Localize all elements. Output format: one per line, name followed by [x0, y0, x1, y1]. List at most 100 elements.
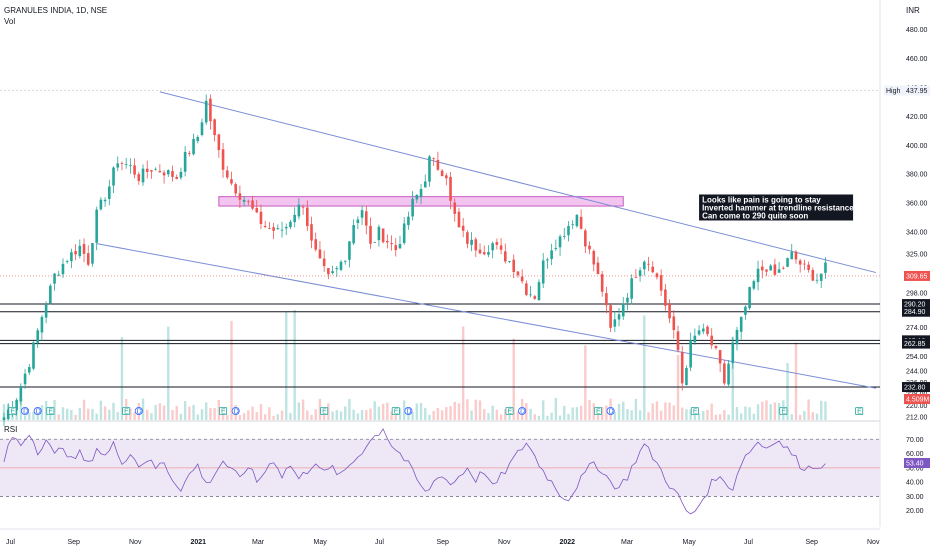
- candle-body: [310, 224, 313, 241]
- candle-body: [166, 170, 170, 175]
- volume-bar: [40, 405, 44, 420]
- candle-body: [676, 331, 680, 351]
- event-label: E: [508, 408, 513, 415]
- volume-bar: [668, 402, 671, 420]
- volume-bar: [756, 404, 760, 420]
- y-tick-label: 274.00: [906, 325, 928, 332]
- volume-bar: [718, 414, 722, 420]
- candle-body: [474, 239, 478, 251]
- candle-body: [171, 171, 174, 177]
- earnings-marker[interactable]: [855, 406, 864, 415]
- candle-body: [145, 168, 149, 172]
- candle-body: [327, 268, 330, 275]
- candle-body: [503, 251, 507, 262]
- candle-body: [756, 268, 760, 283]
- volume-bar: [322, 413, 326, 420]
- candle-body: [343, 260, 347, 262]
- candle-body: [651, 266, 655, 273]
- annotation-box[interactable]: [699, 194, 854, 221]
- volume-bar: [710, 403, 713, 420]
- volume-bar: [630, 410, 633, 420]
- volume-bar: [70, 410, 73, 420]
- dividend-marker[interactable]: [606, 406, 615, 415]
- candle-body: [630, 278, 633, 299]
- volume-bar: [617, 403, 621, 420]
- candle-body: [520, 276, 524, 282]
- volume-bar: [200, 409, 204, 420]
- dividend-marker[interactable]: [231, 406, 240, 415]
- volume-bar: [596, 413, 600, 420]
- volume-bar: [702, 411, 705, 420]
- volume-bar: [179, 413, 183, 420]
- channel-upper-line[interactable]: [159, 91, 877, 274]
- volume-bar: [196, 414, 199, 420]
- volume-bar: [529, 408, 532, 420]
- earnings-marker[interactable]: [320, 406, 329, 415]
- earnings-marker[interactable]: [690, 406, 699, 415]
- candle-body: [487, 252, 490, 255]
- event-label: E: [857, 408, 862, 415]
- candle-body: [714, 345, 718, 349]
- currency-label: INR: [906, 6, 920, 15]
- dividend-marker[interactable]: [134, 406, 143, 415]
- level-label: 284.90: [904, 309, 926, 316]
- earnings-marker[interactable]: [122, 406, 131, 415]
- volume-bar: [651, 403, 654, 420]
- dividend-marker[interactable]: [404, 406, 413, 415]
- earnings-marker[interactable]: [8, 406, 17, 415]
- candle-body: [672, 316, 676, 331]
- volume-bar: [335, 410, 338, 420]
- volume-bar: [786, 362, 789, 420]
- earnings-marker[interactable]: [219, 406, 228, 415]
- high-value-bg: [904, 85, 930, 96]
- volume-bar: [57, 414, 60, 420]
- event-label: E: [221, 408, 226, 415]
- volume-bar: [647, 412, 650, 420]
- volume-bar: [537, 415, 541, 420]
- dividend-marker[interactable]: [33, 406, 42, 415]
- candle-body: [356, 219, 360, 223]
- volume-bar: [592, 403, 595, 420]
- volume-bar: [411, 411, 414, 420]
- candle-body: [175, 176, 179, 179]
- earnings-marker[interactable]: [46, 406, 55, 415]
- rsi-tick-label: 40.00: [906, 480, 924, 487]
- volume-bar: [415, 403, 419, 420]
- earnings-marker[interactable]: [779, 406, 788, 415]
- candle-body: [706, 326, 709, 335]
- volume-bar: [369, 408, 372, 420]
- volume-bar: [419, 402, 423, 420]
- volume-bar: [183, 401, 187, 420]
- candle-body: [204, 100, 208, 123]
- volume-bar: [120, 337, 124, 420]
- volume-bar: [752, 413, 756, 420]
- volume-bar: [348, 399, 351, 420]
- earnings-marker[interactable]: [505, 406, 514, 415]
- volume-bar: [550, 412, 553, 420]
- dividend-marker[interactable]: [518, 406, 527, 415]
- candle-body: [567, 225, 570, 236]
- earnings-marker[interactable]: [391, 406, 400, 415]
- candle-body: [478, 249, 482, 254]
- level-tag: [902, 306, 930, 317]
- volume-bar: [575, 407, 579, 420]
- event-label: D: [609, 408, 614, 415]
- volume-bar: [242, 413, 246, 420]
- channel-lower-line[interactable]: [96, 243, 877, 389]
- candle-body: [129, 165, 132, 166]
- y-tick-label: 380.00: [906, 172, 928, 179]
- volume-bar: [192, 405, 195, 420]
- volume-bar: [65, 408, 69, 420]
- candle-body: [752, 281, 756, 289]
- dividend-marker[interactable]: [21, 406, 30, 415]
- candle-body: [798, 260, 802, 265]
- volume-bar: [213, 408, 216, 420]
- candle-body: [314, 239, 318, 250]
- volume-bar: [697, 413, 701, 420]
- volume-bar: [394, 411, 397, 420]
- volume-bar: [445, 407, 448, 420]
- event-label: E: [394, 408, 399, 415]
- candle-body: [61, 263, 65, 275]
- earnings-marker[interactable]: [593, 406, 602, 415]
